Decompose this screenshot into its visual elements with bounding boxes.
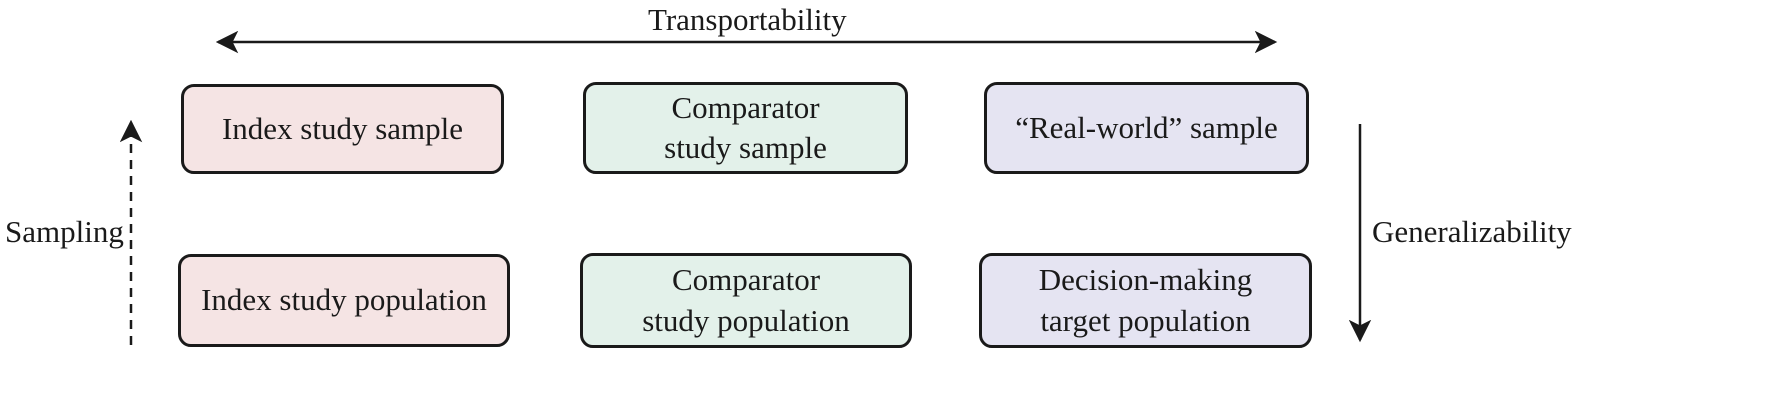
transportability-label: Transportability bbox=[648, 2, 847, 37]
comparator-study-population-label: Comparator study population bbox=[642, 262, 850, 338]
real-world-sample-box: “Real-world” sample bbox=[984, 82, 1309, 174]
index-study-population-box: Index study population bbox=[178, 254, 510, 347]
generalizability-label: Generalizability bbox=[1372, 214, 1572, 249]
index-study-population-label: Index study population bbox=[201, 282, 487, 318]
index-study-sample-label: Index study sample bbox=[221, 110, 464, 146]
sampling-label: Sampling bbox=[5, 214, 124, 249]
decision-making-target-population-label: Decision-making target population bbox=[1038, 262, 1253, 338]
real-world-sample-label: “Real-world” sample bbox=[1015, 109, 1278, 145]
decision-making-target-population-box: Decision-making target population bbox=[979, 253, 1312, 348]
comparator-study-population-box: Comparator study population bbox=[580, 253, 912, 348]
comparator-study-sample-label: Comparator study sample bbox=[664, 89, 827, 165]
index-study-sample-box: Index study sample bbox=[181, 84, 504, 174]
comparator-study-sample-box: Comparator study sample bbox=[583, 82, 908, 174]
